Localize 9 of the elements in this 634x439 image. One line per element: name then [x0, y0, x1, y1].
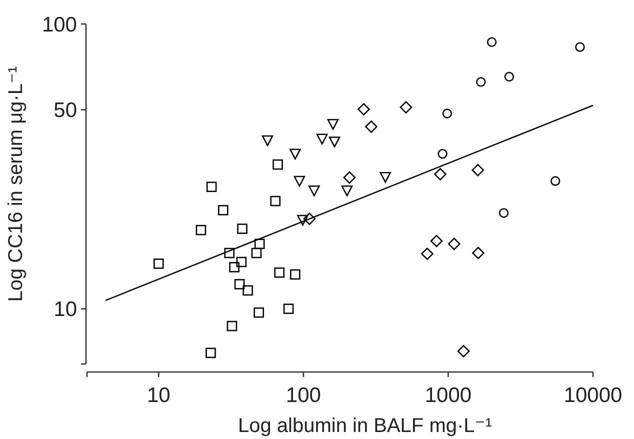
- x-axis-title: Log albumin in BALF mg·L⁻¹: [238, 415, 492, 437]
- y-axis-title: Log CC16 in serum μg·L⁻¹: [5, 66, 27, 302]
- y-tick-label: 100: [42, 13, 77, 36]
- y-tick-label: 10: [54, 298, 77, 322]
- x-tick-label: 1000: [424, 384, 472, 407]
- y-tick-label: 50: [54, 99, 77, 122]
- x-tick-label: 10000: [564, 384, 622, 407]
- x-tick-label: 100: [286, 384, 321, 407]
- x-tick-label: 10: [146, 384, 170, 407]
